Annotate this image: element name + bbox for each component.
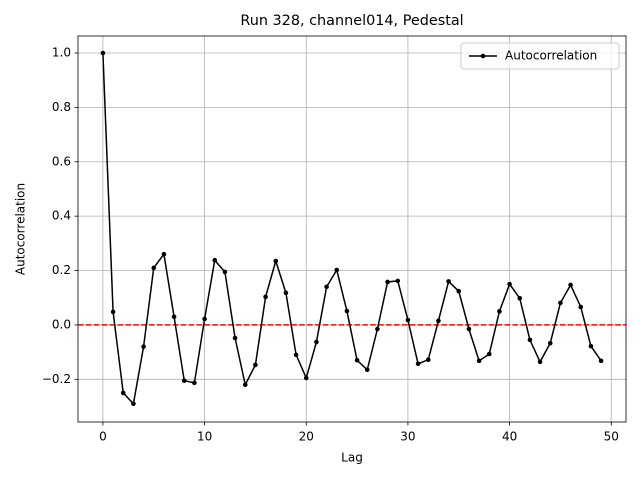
data-point [293, 352, 299, 358]
data-point [273, 258, 279, 264]
data-point [537, 359, 543, 365]
data-point [334, 267, 340, 273]
data-point [314, 339, 319, 345]
x-tick-label: 20 [299, 430, 314, 444]
data-point [202, 316, 207, 322]
data-point [192, 380, 197, 386]
data-point [263, 294, 268, 300]
y-tick-label: 1.0 [52, 45, 71, 59]
data-point [181, 378, 187, 383]
y-tick-label: 0.2 [52, 263, 71, 277]
data-point [151, 265, 157, 271]
data-point [242, 382, 248, 388]
data-point [568, 282, 573, 288]
x-tick-label: 30 [400, 430, 415, 444]
data-point [354, 357, 360, 363]
y-tick-label: 0.6 [52, 154, 71, 168]
data-point [558, 300, 563, 306]
data-point [517, 295, 523, 301]
legend-marker [480, 53, 486, 59]
data-point [131, 401, 136, 407]
data-point [425, 357, 431, 363]
data-line [102, 52, 602, 406]
x-axis-label: Lag [341, 451, 363, 465]
data-point [364, 367, 370, 373]
data-point [120, 390, 126, 396]
data-point [598, 358, 604, 364]
chart-title: Run 328, channel014, Pedestal [240, 13, 463, 29]
x-tick-label: 40 [502, 430, 517, 444]
data-point [212, 257, 218, 263]
data-point [161, 251, 167, 257]
data-point [110, 309, 116, 315]
data-point [497, 309, 502, 314]
data-point [385, 279, 390, 285]
y-tick-label: 0.8 [52, 100, 71, 114]
data-point [588, 343, 594, 349]
data-point [141, 344, 146, 349]
data-point [415, 361, 421, 367]
y-axis-label: Autocorrelation [14, 183, 28, 275]
data-point [232, 335, 238, 341]
y-tick-label: −0.2 [42, 372, 71, 386]
data-point [527, 337, 533, 343]
data-point [344, 308, 350, 314]
data-point [466, 326, 472, 332]
data-point [507, 281, 512, 287]
legend-box [460, 42, 620, 70]
data-point [171, 314, 177, 320]
data-point [253, 362, 258, 368]
x-tick-label: 50 [604, 430, 619, 444]
data-point [303, 375, 309, 381]
data-point [405, 317, 411, 323]
y-tick-label: 0.0 [52, 317, 71, 331]
y-tick-label: 0.4 [52, 209, 71, 223]
data-point [395, 278, 401, 284]
data-point [446, 279, 451, 284]
data-point [100, 50, 106, 56]
data-point [486, 351, 492, 357]
data-point [578, 304, 584, 310]
data-point [222, 269, 228, 275]
data-point [547, 340, 553, 346]
x-tick-label: 0 [99, 430, 107, 444]
plot-frame [77, 35, 627, 423]
data-point [283, 290, 289, 296]
data-point [324, 284, 329, 290]
data-point [456, 288, 462, 294]
data-point [476, 358, 482, 364]
data-point [375, 326, 380, 332]
x-tick-label: 10 [197, 430, 212, 444]
data-point [436, 318, 441, 324]
legend-label: Autocorrelation [505, 49, 597, 63]
